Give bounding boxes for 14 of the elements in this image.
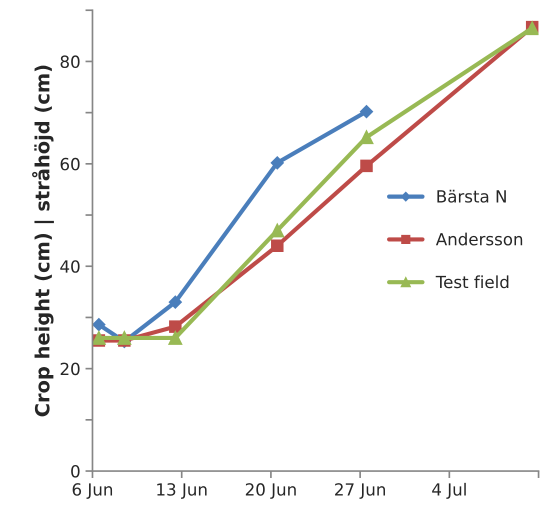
y-tick-label: 60 bbox=[60, 158, 80, 170]
legend-label: Test field bbox=[436, 275, 508, 288]
x-tick-label: 20 Jun bbox=[246, 483, 296, 499]
legend-label: Bärsta N bbox=[437, 190, 506, 203]
x-tick-label: 13 Jun bbox=[157, 483, 207, 499]
x-tick-label: 4 Jul bbox=[432, 482, 466, 499]
legend-label: Andersson bbox=[436, 232, 522, 246]
y-tick-label: 0 bbox=[71, 465, 80, 478]
y-tick-label: 20 bbox=[60, 362, 80, 376]
y-tick-label: 80 bbox=[60, 55, 80, 68]
y-axis-title: Crop height (cm) | stråhöjd (cm) bbox=[32, 66, 54, 416]
x-tick-label: 6 Jun bbox=[72, 483, 112, 499]
y-tick-label: 40 bbox=[60, 260, 80, 273]
x-tick-label: 27 Jun bbox=[335, 483, 385, 499]
